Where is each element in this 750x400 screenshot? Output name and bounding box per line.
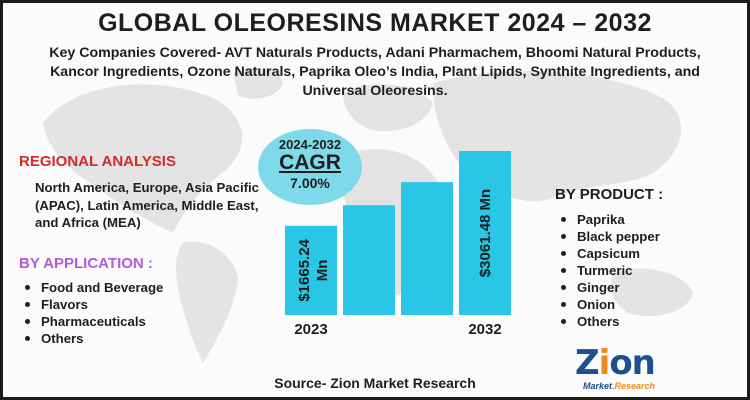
x-tick-label: 2023 — [294, 321, 327, 338]
bar-2 — [343, 205, 395, 315]
page-title: GLOBAL OLEORESINS MARKET 2024 – 2032 — [98, 9, 652, 37]
list-item: Ginger — [559, 279, 660, 296]
list-item: Food and Beverage — [23, 279, 163, 296]
cagr-badge: 2024-2032 CAGR 7.00% — [258, 129, 362, 205]
list-item: Paprika — [559, 211, 660, 228]
bar-1 — [285, 225, 337, 315]
x-tick-label: 2032 — [468, 321, 501, 338]
by-product-title: BY PRODUCT : — [555, 186, 664, 203]
bar-3 — [401, 182, 453, 315]
cagr-period: 2024-2032 — [278, 137, 342, 152]
regional-analysis-title: REGIONAL ANALYSIS — [19, 153, 176, 170]
cagr-value: 7.00% — [290, 175, 330, 191]
bar-value-label: $1665.24Mn — [296, 238, 331, 301]
by-application-title: BY APPLICATION : — [19, 255, 153, 272]
greenland-shape — [233, 67, 283, 99]
logo-wordmark: Zion — [575, 343, 656, 383]
list-item: Black pepper — [559, 228, 660, 245]
australia-shape — [611, 268, 693, 317]
market-size-bar-chart: $1665.24Mn 2023 $3061.48 Mn 2032 — [285, 151, 511, 338]
list-item: Flavors — [23, 296, 163, 313]
europe-shape — [343, 84, 433, 132]
bar-4 — [459, 151, 511, 315]
list-item: Capsicum — [559, 245, 660, 262]
regional-analysis-text: North America, Europe, Asia Pacific (APA… — [35, 180, 260, 230]
cagr-label: CAGR — [279, 151, 341, 174]
list-item: Pharmaceuticals — [23, 313, 163, 330]
application-list: Food and Beverage Flavors Pharmaceutical… — [23, 279, 163, 347]
zion-logo: Zion Market.Research — [575, 343, 685, 397]
bar-value-label: $3061.48 Mn — [477, 189, 494, 277]
list-item: Others — [23, 330, 163, 347]
list-item: Onion — [559, 296, 660, 313]
north-america-shape — [43, 84, 243, 233]
south-america-shape — [176, 242, 238, 363]
source-text: Source- Zion Market Research — [274, 375, 476, 391]
list-item: Turmeric — [559, 262, 660, 279]
product-list: Paprika Black pepper Capsicum Turmeric G… — [559, 211, 660, 330]
key-companies-text: Key Companies Covered- AVT Naturals Prod… — [49, 45, 701, 99]
list-item: Others — [559, 313, 660, 330]
logo-subtitle: Market.Research — [583, 381, 656, 391]
